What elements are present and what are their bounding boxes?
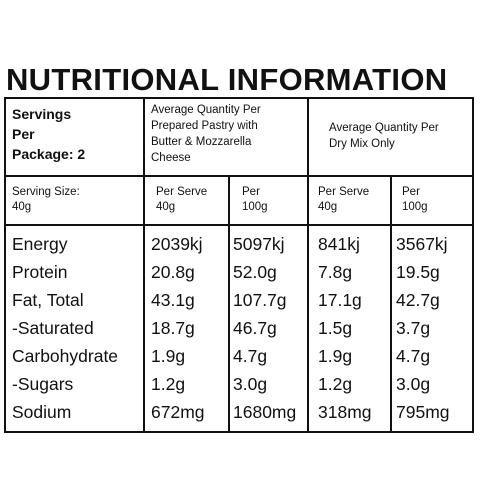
value-cell: 7.8g [318,262,353,282]
group-header-prepared-line: Butter & Mozzarella [151,136,252,148]
subheader-prepared-per-100g: Per 100g [242,185,268,215]
nutrient-label-carbohydrate: Carbohydrate [12,346,119,366]
serving-size-value: 40g [12,201,32,213]
value-cell: 841kj [318,234,360,254]
value-cell: 672mg [151,402,205,422]
serving-size: Serving Size: 40g [12,185,80,215]
servings-label: Servings Per Package: 2 [12,104,85,164]
divider-col1 [143,99,145,431]
value-cell: 4.7g [396,346,431,366]
subheader-prepared-per-serve: Per Serve 40g [156,185,207,215]
group-header-dry-mix-line: Average Quantity Per [329,122,439,134]
value-cell: 5097kj [233,234,285,254]
value-cell: 52.0g [233,262,277,282]
subheader-line-2: 40g [156,201,176,213]
subheader-line-2: 40g [318,201,338,213]
subheader-line-2: 100g [242,201,268,213]
divider-col3 [307,99,309,431]
value-cell: 1.5g [318,318,353,338]
subheader-dry-per-serve: Per Serve 40g [318,185,369,215]
values-dry-per-100g: 3567kj 19.5g 42.7g 3.7g 4.7g 3.0g 795mg [396,230,450,426]
value-cell: 20.8g [151,262,195,282]
subheader-line-1: Per [242,186,260,198]
group-header-prepared-line: Average Quantity Per [151,104,261,116]
value-cell: 318mg [318,402,372,422]
divider-header-bottom [6,175,472,177]
subheader-dry-per-100g: Per 100g [402,185,428,215]
value-cell: 3.0g [396,374,431,394]
value-cell: 3.7g [396,318,431,338]
values-prepared-per-serve: 2039kj 20.8g 43.1g 18.7g 1.9g 1.2g 672mg [151,230,205,426]
value-cell: 795mg [396,402,450,422]
divider-subheader-bottom [6,224,472,226]
value-cell: 17.1g [318,290,362,310]
values-prepared-per-100g: 5097kj 52.0g 107.7g 46.7g 4.7g 3.0g 1680… [233,230,296,426]
value-cell: 2039kj [151,234,203,254]
value-cell: 42.7g [396,290,440,310]
value-cell: 1.9g [151,346,186,366]
value-cell: 3567kj [396,234,448,254]
value-cell: 46.7g [233,318,277,338]
nutrient-labels: Energy Protein Fat, Total -Saturated Car… [12,230,118,426]
group-header-dry-mix-line: Dry Mix Only [329,138,395,150]
value-cell: 107.7g [233,290,287,310]
value-cell: 1.9g [318,346,353,366]
subheader-line-1: Per Serve [318,186,370,198]
servings-line-1: Servings [12,106,72,122]
group-header-dry-mix: Average Quantity Per Dry Mix Only [329,120,439,152]
value-cell: 1.2g [318,374,353,394]
value-cell: 1680mg [233,402,297,422]
nutrient-label-sugars: -Sugars [12,374,74,394]
servings-line-2: Per [12,126,35,142]
values-dry-per-serve: 841kj 7.8g 17.1g 1.5g 1.9g 1.2g 318mg [318,230,372,426]
divider-col2 [228,175,230,431]
value-cell: 19.5g [396,262,440,282]
subheader-line-1: Per [402,186,420,198]
subheader-line-2: 100g [402,201,428,213]
page-title: NUTRITIONAL INFORMATION [6,62,448,97]
subheader-line-1: Per Serve [156,186,208,198]
nutrient-label-protein: Protein [12,262,68,282]
nutrient-label-saturated: -Saturated [12,318,94,338]
nutrient-label-energy: Energy [12,234,68,254]
nutrient-label-sodium: Sodium [12,402,72,422]
nutrient-label-fat-total: Fat, Total [12,290,84,310]
value-cell: 43.1g [151,290,195,310]
value-cell: 4.7g [233,346,268,366]
serving-size-label: Serving Size: [12,186,80,198]
group-header-prepared: Average Quantity Per Prepared Pastry wit… [151,102,261,166]
group-header-prepared-line: Prepared Pastry with [151,120,258,132]
value-cell: 18.7g [151,318,195,338]
value-cell: 1.2g [151,374,186,394]
nutrition-table: Servings Per Package: 2 Average Quantity… [4,97,474,433]
servings-line-3: Package: 2 [12,146,86,162]
divider-col4 [390,175,392,431]
group-header-prepared-line: Cheese [151,152,191,164]
value-cell: 3.0g [233,374,268,394]
